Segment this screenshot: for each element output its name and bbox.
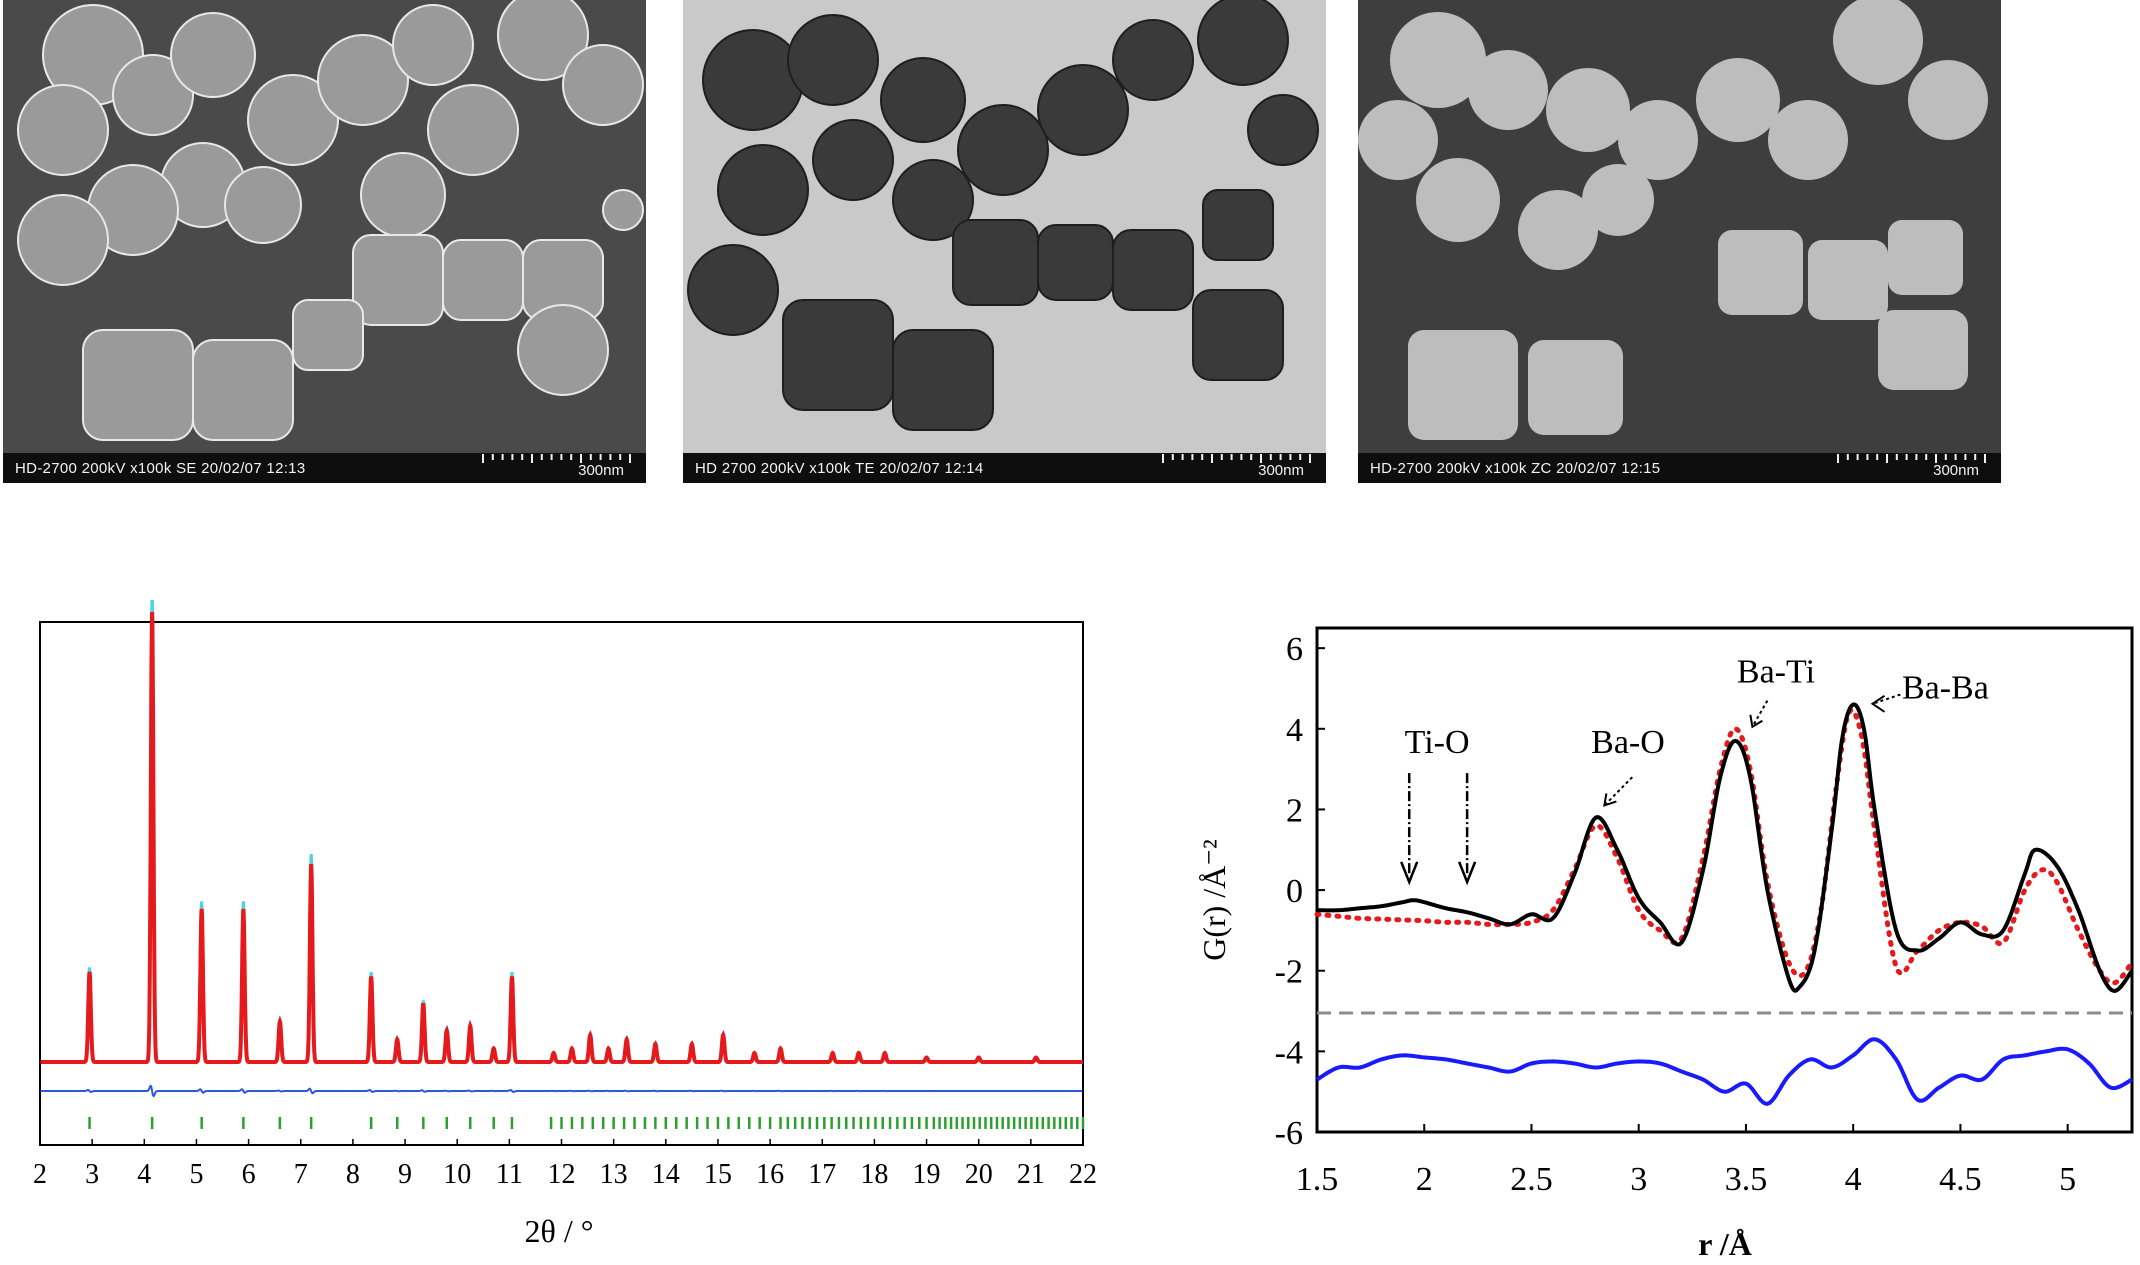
xrd-x-tick-label: 8 — [346, 1159, 360, 1190]
pdf-ylabel: G(r) /Å⁻² — [1196, 839, 1232, 961]
scale-bar-ticks — [1837, 454, 1986, 463]
xrd-x-tick-label: 2 — [33, 1159, 47, 1190]
scale-bar-ticks — [482, 454, 631, 463]
ti-o-arrowhead — [1457, 861, 1477, 886]
pdf-x-tick-label: 4.5 — [1939, 1161, 1982, 1198]
micrograph-se: HD-2700 200kV x100k SE 20/02/07 12:13 30… — [3, 0, 646, 483]
ba-o-arrow — [1603, 776, 1633, 807]
xrd-x-tick-label: 7 — [294, 1159, 308, 1190]
xrd-observed-line — [40, 611, 1083, 1064]
xrd-plot-frame — [39, 621, 1084, 1146]
ba-ba-arrowhead — [1870, 694, 1886, 713]
xrd-x-tick-label: 10 — [443, 1159, 471, 1190]
micrograph-se-image — [3, 0, 646, 453]
pdf-x-tick-label: 2.5 — [1510, 1161, 1553, 1198]
micrograph-caption: HD 2700 200kV x100k TE 20/02/07 12:14 — [695, 460, 984, 477]
xrd-calculated-line — [40, 600, 1083, 1064]
ba-ti-arrowhead — [1749, 714, 1763, 729]
annotation-ba-ba: Ba-Ba — [1902, 670, 1989, 707]
pdf-plot-frame — [1315, 626, 2134, 1134]
pdf-fit-line — [1317, 702, 2134, 993]
xrd-x-tick-label: 13 — [600, 1159, 628, 1190]
xrd-x-tick-label: 6 — [242, 1159, 256, 1190]
xrd-x-tick-label: 11 — [496, 1159, 523, 1190]
xrd-x-tick-label: 20 — [965, 1159, 993, 1190]
scale-bar-label: 300nm — [578, 462, 624, 479]
pdf-chart: 1.5 2 2.5 3 3.5 4 4.5 5 6 4 2 0 -2 -4 -6 Ti-O Ba-O Ba-Ti B… — [1196, 626, 2135, 1262]
xrd-difference-line — [40, 1084, 1083, 1098]
annotation-ba-ti: Ba-Ti — [1737, 653, 1815, 690]
scale-bar-label: 300nm — [1933, 462, 1979, 479]
xrd-x-tick-label: 21 — [1017, 1159, 1045, 1190]
ti-o-arrowhead — [1400, 861, 1419, 886]
xrd-x-tick-label: 15 — [704, 1159, 732, 1190]
pdf-x-tick-label: 5 — [2059, 1161, 2076, 1198]
micrograph-zc-image — [1358, 0, 2001, 453]
pdf-x-tick-label: 4 — [1845, 1161, 1862, 1198]
scale-bar-ticks — [1162, 454, 1311, 463]
pdf-x-tick-label: 2 — [1416, 1161, 1433, 1198]
micrograph-info-bar: HD 2700 200kV x100k TE 20/02/07 12:14 30… — [683, 453, 1326, 483]
xrd-x-tick-label: 22 — [1069, 1159, 1097, 1190]
xrd-x-tick-label: 16 — [756, 1159, 784, 1190]
pdf-x-tick-label: 3 — [1630, 1161, 1647, 1198]
xrd-x-tick-label: 4 — [137, 1159, 151, 1190]
pdf-y-tick-label: 0 — [1286, 873, 1303, 910]
pdf-difference-line — [1315, 1037, 2133, 1106]
pdf-y-tick-label: -6 — [1275, 1115, 1303, 1152]
pdf-y-tick-label: -4 — [1275, 1034, 1303, 1071]
xrd-x-tick-label: 19 — [913, 1159, 941, 1190]
xrd-x-tick-label: 12 — [548, 1159, 576, 1190]
annotation-ba-o: Ba-O — [1591, 724, 1665, 761]
pdf-y-tick-label: 4 — [1286, 712, 1303, 749]
xrd-x-tick-label: 17 — [808, 1159, 836, 1190]
xrd-xlabel: 2θ / ° — [524, 1213, 593, 1249]
micrograph-te: HD 2700 200kV x100k TE 20/02/07 12:14 30… — [683, 0, 1326, 483]
pdf-y-tick-label: 6 — [1286, 631, 1303, 668]
xrd-x-tick-label: 3 — [85, 1159, 99, 1190]
xrd-x-tick-label: 5 — [189, 1159, 203, 1190]
micrograph-te-image — [683, 0, 1326, 453]
pdf-x-tick-label: 1.5 — [1296, 1161, 1339, 1198]
xrd-x-tick-label: 14 — [652, 1159, 680, 1190]
micrograph-info-bar: HD-2700 200kV x100k SE 20/02/07 12:13 30… — [3, 453, 646, 483]
xrd-x-tick-label: 18 — [860, 1159, 888, 1190]
pdf-x-tick-label: 3.5 — [1725, 1161, 1768, 1198]
micrograph-caption: HD-2700 200kV x100k ZC 20/02/07 12:15 — [1370, 460, 1661, 477]
xrd-x-tick-label: 9 — [398, 1159, 412, 1190]
micrograph-info-bar: HD-2700 200kV x100k ZC 20/02/07 12:15 30… — [1358, 453, 2001, 483]
ba-o-arrowhead — [1603, 793, 1617, 807]
pdf-y-tick-label: -2 — [1275, 954, 1303, 991]
micrograph-zc: HD-2700 200kV x100k ZC 20/02/07 12:15 30… — [1358, 0, 2001, 483]
ba-ti-arrow — [1751, 700, 1769, 728]
scale-bar-label: 300nm — [1258, 462, 1304, 479]
annotation-ti-o: Ti-O — [1405, 724, 1470, 761]
pdf-y-tick-label: 2 — [1286, 792, 1303, 829]
pdf-xlabel: r /Å — [1698, 1226, 1752, 1262]
xrd-chart: 2 3 4 5 6 7 8 9 10 11 12 13 14 15 16 17 18 19 20 21 22 2θ / … — [33, 600, 1097, 1249]
ba-ba-arrow — [1872, 693, 1901, 705]
micrograph-caption: HD-2700 200kV x100k SE 20/02/07 12:13 — [15, 460, 306, 477]
xrd-reflection-markers — [88, 1117, 1085, 1129]
